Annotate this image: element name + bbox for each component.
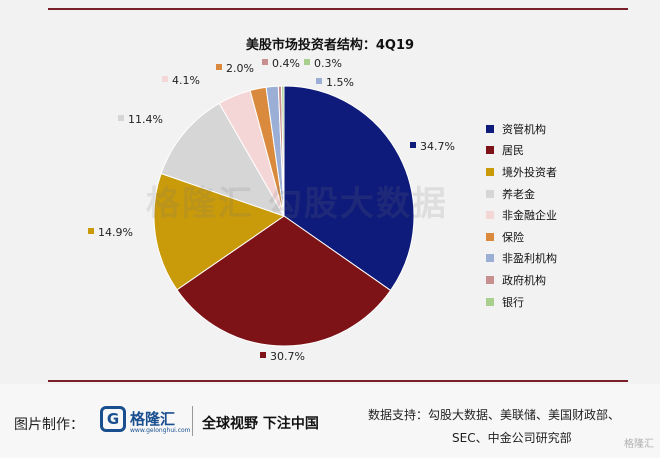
footer: 图片制作： G 格隆汇 www.gelonghui.com 全球视野 下注中国 … <box>0 384 660 458</box>
legend-swatch <box>486 189 494 198</box>
slice-value-label: 1.5% <box>326 76 354 89</box>
bottom-rule <box>48 380 628 382</box>
pie-slice-9 <box>281 85 285 217</box>
legend-swatch <box>486 297 494 306</box>
slice-label-marker <box>216 64 222 70</box>
legend-label: 非盈利机构 <box>502 252 557 266</box>
footer-divider <box>192 406 193 436</box>
legend-item: 政府机构 <box>486 269 557 291</box>
legend-label: 境外投资者 <box>502 165 557 179</box>
logo-url: www.gelonghui.com <box>130 427 191 434</box>
slice-label-marker <box>118 115 124 121</box>
slice-label-marker <box>262 59 268 65</box>
pie-slice-3 <box>153 172 286 291</box>
legend-label: 资管机构 <box>502 122 546 136</box>
logo-name: 格隆汇 <box>130 410 176 428</box>
legend-swatch <box>486 124 494 133</box>
watermark-logo: 格隆汇 <box>146 184 254 224</box>
corner-watermark: 格隆汇 <box>624 439 654 450</box>
data-source-line-2: SEC、中金公司研究部 <box>452 431 572 445</box>
legend-label: 保险 <box>502 230 524 244</box>
legend-item: 境外投资者 <box>486 161 557 183</box>
slice-value-label: 11.4% <box>128 113 163 126</box>
slice-value-label: 30.7% <box>270 350 305 363</box>
pie-slice-1 <box>283 85 415 292</box>
legend-swatch <box>486 232 494 241</box>
legend-swatch <box>486 146 494 155</box>
legend-item: 非金融企业 <box>486 204 557 226</box>
legend-label: 政府机构 <box>502 273 546 287</box>
top-rule <box>48 8 628 10</box>
slice-label-marker <box>304 59 310 65</box>
slice-value-label: 34.7% <box>420 140 455 153</box>
pie-chart: 34.7% 30.7% 14.9% 11.4% 4.1% 2.0% 1.5% 0.4% 0.3% <box>88 57 455 363</box>
watermark-text: 勾股大数据 <box>267 184 448 224</box>
chart-legend: 资管机构居民境外投资者养老金非金融企业保险非盈利机构政府机构银行 <box>486 118 557 312</box>
legend-item: 非盈利机构 <box>486 248 557 270</box>
slice-label-marker <box>88 228 94 234</box>
slice-value-label: 0.4% <box>272 57 300 70</box>
legend-item: 居民 <box>486 140 557 162</box>
gelonghui-logo-icon: G <box>100 406 126 432</box>
slice-value-label: 0.3% <box>314 57 342 70</box>
watermark: 格隆汇 勾股大数据 <box>146 176 448 225</box>
slice-value-label: 4.1% <box>172 74 200 87</box>
legend-item: 银行 <box>486 291 557 313</box>
legend-label: 居民 <box>502 144 524 158</box>
chart-title: 美股市场投资者结构：4Q19 <box>245 38 415 53</box>
slogan: 全球视野 下注中国 <box>202 416 319 432</box>
data-source-line-1: 数据支持：勾股大数据、美联储、美国财政部、 <box>368 408 621 422</box>
legend-swatch <box>486 254 494 263</box>
legend-item: 保险 <box>486 226 557 248</box>
legend-swatch <box>486 167 494 176</box>
slice-value-label: 14.9% <box>98 226 133 239</box>
footer-label: 图片制作： <box>14 417 84 433</box>
pie-slice-4 <box>160 102 286 217</box>
legend-label: 养老金 <box>502 187 535 201</box>
legend-label: 非金融企业 <box>502 209 557 223</box>
legend-label: 银行 <box>502 295 524 309</box>
pie-slice-2 <box>176 215 392 347</box>
legend-swatch <box>486 211 494 220</box>
legend-swatch <box>486 275 494 284</box>
slice-label-marker <box>162 76 168 82</box>
legend-item: 资管机构 <box>486 118 557 140</box>
slice-value-label: 2.0% <box>226 62 254 75</box>
slice-label-marker <box>260 352 266 358</box>
slice-label-marker <box>316 78 322 84</box>
slice-label-marker <box>410 142 416 148</box>
legend-item: 养老金 <box>486 183 557 205</box>
